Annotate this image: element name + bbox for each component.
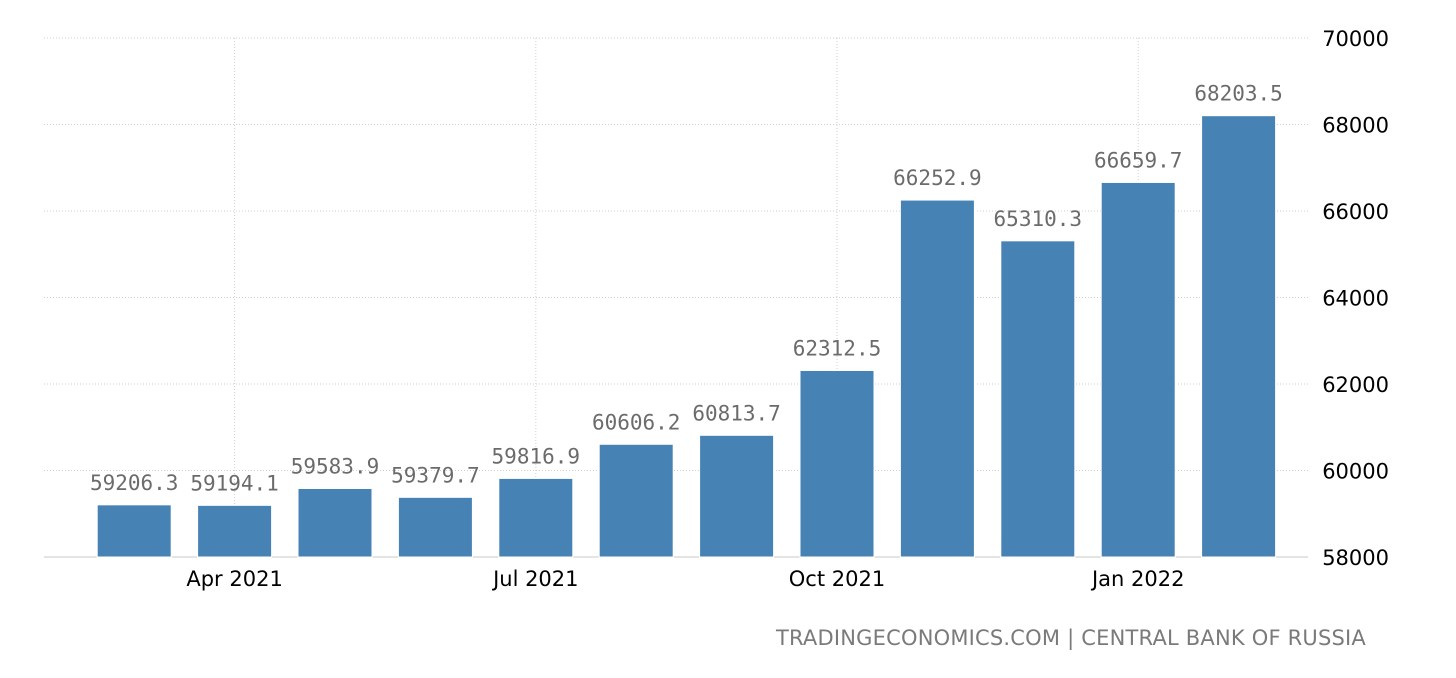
- bar-value-label: 60813.7: [692, 401, 781, 425]
- data-labels: 59206.3 59194.1 59583.9 59379.7 59816.9 60606…: [90, 82, 1283, 496]
- bar-value-label: 60606.2: [592, 410, 681, 434]
- bar-value-label: 59194.1: [190, 471, 279, 495]
- bar: [297, 487, 373, 558]
- bar: [799, 369, 875, 558]
- y-tick-label: 62000: [1322, 373, 1389, 397]
- bar-value-label: 65310.3: [994, 207, 1083, 231]
- bar: [598, 443, 674, 558]
- bar-value-label: 59379.7: [391, 463, 480, 487]
- y-axis-ticks: 58000 60000 62000 64000 66000 68000 70000: [1322, 27, 1389, 570]
- bar: [397, 496, 473, 558]
- bar: [1201, 115, 1277, 558]
- y-tick-label: 58000: [1322, 546, 1389, 570]
- bars: [96, 115, 1277, 558]
- bar: [1000, 240, 1076, 558]
- bar: [96, 504, 172, 558]
- bar: [498, 477, 574, 558]
- y-tick-label: 66000: [1322, 200, 1389, 224]
- bar: [197, 504, 273, 558]
- y-tick-label: 68000: [1322, 114, 1389, 138]
- bar-value-label: 66252.9: [893, 166, 982, 190]
- bar-value-label: 59816.9: [492, 444, 581, 468]
- y-tick-label: 60000: [1322, 460, 1389, 484]
- bar-value-label: 59206.3: [90, 471, 179, 495]
- x-tick-label: Jan 2022: [1090, 567, 1185, 591]
- bar-value-label: 62312.5: [793, 336, 882, 360]
- x-tick-label: Jul 2021: [491, 567, 578, 591]
- bar-value-label: 68203.5: [1194, 82, 1283, 106]
- bar-value-label: 66659.7: [1094, 148, 1183, 172]
- bar-value-label: 59583.9: [291, 454, 380, 478]
- x-axis-ticks: Apr 2021 Jul 2021 Oct 2021 Jan 2022: [186, 567, 1184, 591]
- y-tick-label: 64000: [1322, 287, 1389, 311]
- x-tick-label: Oct 2021: [789, 567, 885, 591]
- x-tick-label: Apr 2021: [186, 567, 282, 591]
- bar: [899, 199, 975, 558]
- source-attribution: TRADINGECONOMICS.COM | CENTRAL BANK OF R…: [775, 626, 1366, 650]
- y-tick-label: 70000: [1322, 27, 1389, 51]
- bar: [1100, 181, 1176, 558]
- bar: [699, 434, 775, 558]
